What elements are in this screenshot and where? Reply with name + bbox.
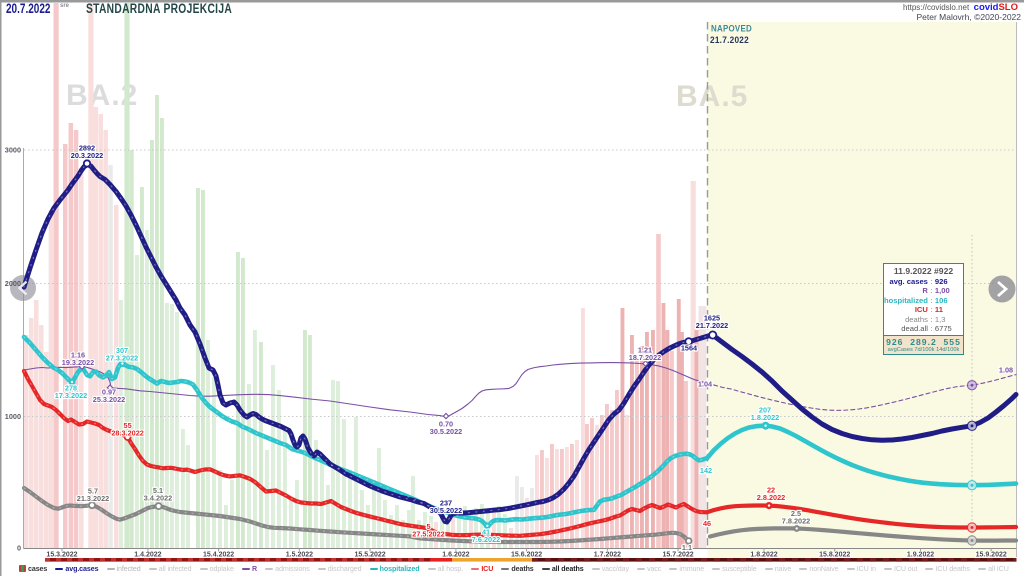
svg-text:30.5.2022: 30.5.2022 (430, 506, 462, 515)
svg-text:1625: 1625 (704, 314, 720, 323)
svg-text:55: 55 (124, 421, 132, 430)
svg-text:1.16: 1.16 (71, 351, 85, 360)
svg-text:30.5.2022: 30.5.2022 (430, 427, 462, 436)
svg-text:15.9.2022: 15.9.2022 (976, 552, 1007, 559)
svg-text:18.7.2022: 18.7.2022 (629, 353, 661, 362)
svg-text:307: 307 (116, 346, 128, 355)
svg-text:46: 46 (703, 519, 711, 528)
svg-text:1.6.2022: 1.6.2022 (442, 552, 469, 559)
svg-text:278: 278 (65, 384, 77, 393)
svg-text:15.5.2022: 15.5.2022 (355, 552, 386, 559)
svg-text:22: 22 (767, 486, 775, 495)
svg-text:1.5.2022: 1.5.2022 (286, 552, 313, 559)
svg-text:0.70: 0.70 (439, 420, 453, 429)
svg-text:1000: 1000 (5, 412, 21, 421)
svg-text:2.8.2022: 2.8.2022 (757, 493, 785, 502)
svg-text:237: 237 (440, 499, 452, 508)
svg-text:0: 0 (17, 544, 21, 553)
svg-text:142: 142 (700, 466, 712, 475)
svg-text:2892: 2892 (79, 144, 95, 153)
svg-text:28.3.2022: 28.3.2022 (111, 429, 143, 438)
svg-text:1.9.2022: 1.9.2022 (907, 552, 934, 559)
svg-text:3000: 3000 (5, 146, 21, 155)
svg-text:1.08: 1.08 (999, 366, 1013, 375)
svg-text:27.5.2022: 27.5.2022 (412, 530, 444, 539)
svg-text:3.4.2022: 3.4.2022 (144, 494, 172, 503)
svg-text:41: 41 (482, 528, 490, 537)
svg-text:15.3.2022: 15.3.2022 (46, 552, 77, 559)
svg-text:1.4.2022: 1.4.2022 (134, 552, 161, 559)
svg-text:20.3.2022: 20.3.2022 (71, 151, 103, 160)
svg-text:BA.5: BA.5 (676, 80, 748, 113)
svg-text:207: 207 (759, 406, 771, 415)
svg-text:1.8.2022: 1.8.2022 (751, 413, 779, 422)
svg-text:5: 5 (426, 522, 430, 531)
svg-text:15.4.2022: 15.4.2022 (203, 552, 234, 559)
svg-text:5.7: 5.7 (88, 487, 98, 496)
svg-text:1.7.2022: 1.7.2022 (594, 552, 621, 559)
svg-text:21.7.2022: 21.7.2022 (696, 321, 728, 330)
svg-text:1.21: 1.21 (638, 346, 652, 355)
svg-text:7.6.2022: 7.6.2022 (472, 535, 500, 544)
svg-text:5.1: 5.1 (153, 486, 163, 495)
svg-text:15.7.2022: 15.7.2022 (663, 552, 694, 559)
svg-text:15.6.2022: 15.6.2022 (511, 552, 542, 559)
svg-text:2.5: 2.5 (791, 509, 801, 518)
svg-text:1.04: 1.04 (698, 380, 713, 389)
svg-text:19.3.2022: 19.3.2022 (62, 358, 94, 367)
svg-text:21.7.2022: 21.7.2022 (710, 35, 749, 46)
svg-text:2000: 2000 (5, 279, 21, 288)
svg-text:25.3.2022: 25.3.2022 (93, 395, 125, 404)
svg-text:1.1: 1.1 (682, 543, 692, 552)
svg-text:0.97: 0.97 (102, 388, 116, 397)
svg-text:21.3.2022: 21.3.2022 (77, 494, 109, 503)
svg-text:17.3.2022: 17.3.2022 (55, 391, 87, 400)
svg-text:1564: 1564 (681, 344, 698, 353)
svg-text:27.3.2022: 27.3.2022 (106, 354, 138, 363)
svg-text:1.8.2022: 1.8.2022 (750, 552, 777, 559)
svg-text:NAPOVED: NAPOVED (711, 24, 752, 35)
svg-text:7.8.2022: 7.8.2022 (782, 517, 810, 526)
svg-text:15.8.2022: 15.8.2022 (819, 552, 850, 559)
